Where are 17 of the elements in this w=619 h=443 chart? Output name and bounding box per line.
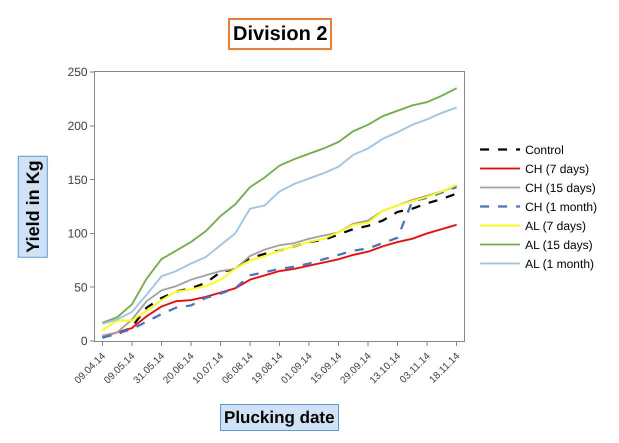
legend-label: Control — [525, 143, 564, 158]
x-axis-title: Plucking date — [224, 408, 335, 427]
legend-label: CH (15 days) — [525, 181, 596, 196]
chart-title: Division 2 — [233, 23, 328, 45]
legend-label: CH (7 days) — [525, 162, 590, 176]
y-tick-label: 100 — [68, 226, 88, 241]
y-axis-title: Yield in Kg — [22, 160, 43, 253]
y-tick-label: 50 — [74, 280, 88, 294]
y-tick-label: 0 — [80, 334, 88, 348]
line-series — [101, 224, 458, 338]
legend-label: CH (1 month) — [525, 200, 598, 214]
legend-label: AL (1 month) — [525, 257, 594, 272]
y-tick-label: 200 — [68, 119, 88, 133]
y-tick-label: 250 — [68, 65, 88, 80]
y-tick-label: 150 — [68, 172, 88, 187]
legend-label: AL (15 days) — [525, 238, 593, 252]
legend-label: AL (7 days) — [525, 219, 586, 234]
